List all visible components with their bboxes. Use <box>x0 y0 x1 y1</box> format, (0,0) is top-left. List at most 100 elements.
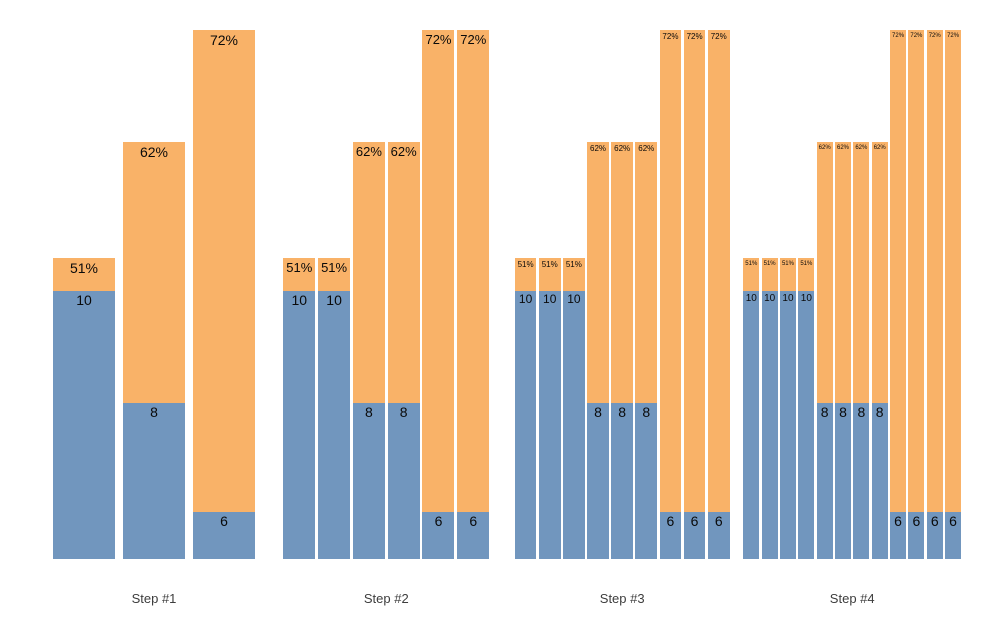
bar: 72% 6 <box>890 30 907 559</box>
bar-percent-label: 51% <box>541 260 558 269</box>
bar-segment-blue: 6 <box>457 512 490 559</box>
bar-segment-blue: 8 <box>853 403 870 559</box>
bar-segment-blue: 8 <box>816 403 833 559</box>
bar-value-label: 8 <box>150 404 158 420</box>
bar-segment-orange: 51% <box>779 258 796 291</box>
bar-percent-label: 72% <box>710 32 727 41</box>
bar-percent-label: 62% <box>139 144 169 160</box>
bar-percent-label: 72% <box>947 33 960 39</box>
bar-segment-orange: 51% <box>538 258 561 291</box>
bar-percent-label: 51% <box>800 261 813 267</box>
step-label-1: Step #1 <box>131 591 177 606</box>
bar-percent-label: 51% <box>286 260 313 275</box>
bar-segment-blue: 10 <box>562 291 585 559</box>
bar-value-label: 10 <box>567 292 581 306</box>
bar-segment-orange: 62% <box>853 142 870 403</box>
bar-value-label: 6 <box>690 513 699 529</box>
bar-segment-orange: 62% <box>587 142 609 403</box>
bar-percent-label: 72% <box>662 32 679 41</box>
bar-segment-orange: 51% <box>562 258 585 291</box>
bar-segment-orange: 72% <box>926 30 943 512</box>
bar-segment-orange: 51% <box>53 258 115 291</box>
bar-segment-blue: 10 <box>283 291 316 559</box>
bar: 62% 8 <box>387 142 420 559</box>
bar-value-label: 8 <box>857 404 866 420</box>
bar-value-label: 8 <box>820 404 829 420</box>
bar: 72% 6 <box>422 30 455 559</box>
bar-segment-blue: 8 <box>835 403 852 559</box>
bar-segment-orange: 51% <box>318 258 351 291</box>
bar-percent-label: 72% <box>892 33 905 39</box>
bar-segment-orange: 51% <box>283 258 316 291</box>
bar-group-step-4: 51% 10 51% 10 51% 10 51% 10 62% 8 62% 8 62% 8 62% 8 72% 6… <box>743 30 962 559</box>
step-label-2: Step #2 <box>363 591 409 606</box>
bar-value-label: 8 <box>642 404 651 420</box>
bar-value-label: 10 <box>543 292 557 306</box>
bar-percent-label: 62% <box>855 145 868 151</box>
bar-segment-orange: 51% <box>743 258 760 291</box>
bar-segment-blue: 10 <box>743 291 760 559</box>
bar-segment-blue: 8 <box>352 403 385 559</box>
bar-percent-label: 51% <box>69 260 99 276</box>
bar-value-label: 6 <box>714 513 723 529</box>
bar-percent-label: 72% <box>209 32 239 48</box>
bar-percent-label: 51% <box>565 260 582 269</box>
bar-value-label: 8 <box>875 404 884 420</box>
bar-value-label: 10 <box>782 293 794 304</box>
bar-segment-orange: 72% <box>422 30 455 512</box>
bar-segment-blue: 10 <box>798 291 815 559</box>
bar-segment-blue: 6 <box>908 512 925 559</box>
bar: 51% 10 <box>283 258 316 559</box>
bar: 62% 8 <box>835 142 852 559</box>
bar-value-label: 10 <box>745 293 757 304</box>
bar: 62% 8 <box>816 142 833 559</box>
bar-segment-blue: 10 <box>779 291 796 559</box>
bar-group-step-1: 51% 10 62% 8 72% 6 <box>53 30 255 559</box>
bar-percent-label: 62% <box>390 144 417 159</box>
bar-segment-blue: 8 <box>387 403 420 559</box>
bar: 72% 6 <box>683 30 706 559</box>
bar: 62% 8 <box>123 142 185 559</box>
bar-segment-blue: 10 <box>318 291 351 559</box>
bar-segment-blue: 10 <box>538 291 561 559</box>
bar-value-label: 8 <box>839 404 847 420</box>
bar-group-step-2: 51% 10 51% 10 62% 8 62% 8 72% 6 72% 6 <box>283 30 490 559</box>
bar-segment-orange: 72% <box>683 30 706 512</box>
bar-value-label: 10 <box>518 292 533 306</box>
bar-percent-label: 72% <box>425 32 452 47</box>
bar-value-label: 6 <box>666 513 675 529</box>
bar-segment-orange: 62% <box>816 142 833 403</box>
bar-value-label: 8 <box>364 404 373 420</box>
bar-value-label: 6 <box>930 513 939 529</box>
bar-value-label: 6 <box>434 513 443 529</box>
bar: 62% 8 <box>611 142 634 559</box>
bar: 72% 6 <box>908 30 925 559</box>
bar-segment-blue: 6 <box>683 512 706 559</box>
bar-segment-orange: 72% <box>945 30 962 512</box>
bar-value-label: 6 <box>949 513 957 529</box>
bar-segment-orange: 72% <box>457 30 490 512</box>
bar-segment-blue: 10 <box>514 291 537 559</box>
bar-percent-label: 51% <box>781 261 794 267</box>
bar-segment-blue: 6 <box>926 512 943 559</box>
bar-segment-blue: 8 <box>635 403 658 559</box>
bar-percent-label: 62% <box>614 144 631 153</box>
bar-segment-orange: 51% <box>514 258 537 291</box>
bar-segment-orange: 62% <box>611 142 634 403</box>
bar-segment-orange: 62% <box>387 142 420 403</box>
bar: 51% 10 <box>743 258 760 559</box>
bar-segment-blue: 6 <box>945 512 962 559</box>
bar-value-label: 10 <box>800 293 812 304</box>
bar-segment-blue: 6 <box>422 512 455 559</box>
bar-percent-label: 62% <box>590 144 607 153</box>
bar-segment-blue: 6 <box>193 512 255 559</box>
bar-value-label: 10 <box>76 292 92 308</box>
bar-value-label: 10 <box>326 292 342 308</box>
bar: 72% 6 <box>193 30 255 559</box>
bar-segment-orange: 62% <box>835 142 852 403</box>
bar-percent-label: 62% <box>355 144 382 159</box>
bar-segment-blue: 10 <box>761 291 778 559</box>
bar-segment-orange: 72% <box>193 30 255 512</box>
bar: 72% 6 <box>945 30 962 559</box>
bar-value-label: 6 <box>894 513 902 529</box>
